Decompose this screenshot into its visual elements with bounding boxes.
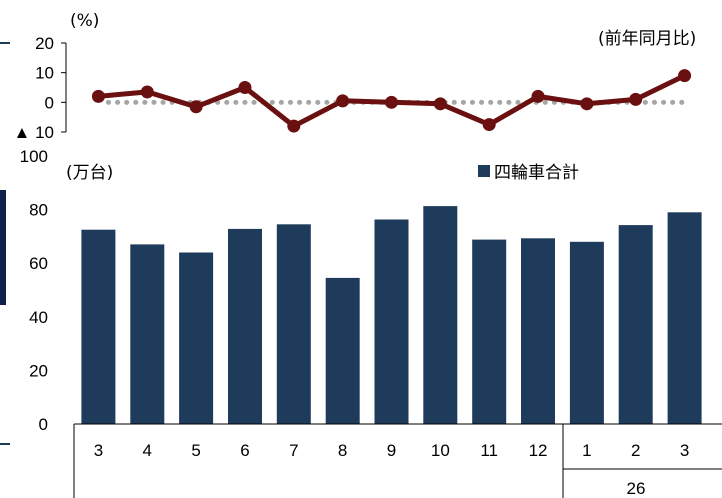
legend-swatch — [478, 165, 490, 177]
x-tick-label: 10 — [431, 441, 450, 460]
x-tick-label: 1 — [582, 441, 591, 460]
yoy-point — [336, 94, 350, 108]
bar-y-tick-label: 40 — [29, 308, 48, 327]
bar-unit-label: (万台) — [66, 163, 113, 183]
yoy-points — [91, 69, 692, 133]
bar — [276, 224, 311, 424]
bar-y-ticks: 100 80 60 40 20 0 — [20, 147, 48, 434]
bar — [521, 238, 555, 424]
bar — [228, 228, 262, 424]
bar-y-tick-label: 0 — [39, 415, 48, 434]
line-y-ticks: 20 10 0 ▲ 10 — [14, 34, 66, 142]
line-unit-label: (%) — [70, 11, 99, 31]
line-y-tick-label: 0 — [45, 93, 54, 112]
x-tick-label: 7 — [289, 441, 298, 460]
yoy-point — [678, 69, 692, 83]
line-note-label: (前年同月比) — [598, 29, 696, 49]
legend-label: 四輪車合計 — [494, 163, 579, 183]
x-tick-label: 3 — [94, 441, 103, 460]
x-tick-label: 4 — [143, 441, 152, 460]
x-tick-labels: 3 4 5 6 7 8 9 10 11 12 1 2 3 — [94, 441, 690, 460]
bar — [569, 241, 604, 424]
x-tick-label: 3 — [680, 441, 689, 460]
yoy-point — [482, 118, 496, 132]
yoy-point — [189, 100, 203, 114]
yoy-point — [91, 89, 105, 103]
yoy-point — [580, 97, 594, 111]
line-y-tick-label: 20 — [35, 34, 54, 53]
x-tick-label: 2 — [631, 441, 640, 460]
bar — [325, 277, 360, 424]
bar-y-tick-label: 60 — [29, 254, 48, 273]
bar — [81, 229, 116, 424]
yoy-point — [433, 97, 447, 111]
edge-accent-bar — [0, 190, 6, 305]
yoy-line-chart: (%) (前年同月比) 20 10 0 ▲ 10 — [14, 11, 697, 142]
bar — [423, 206, 458, 424]
yoy-point — [140, 85, 154, 99]
yoy-point — [629, 92, 643, 106]
yoy-point — [531, 89, 545, 103]
bar-y-tick-label: 100 — [20, 147, 48, 166]
bar — [472, 239, 507, 424]
bar — [374, 219, 409, 424]
x-tick-label: 9 — [387, 441, 396, 460]
bar-y-tick-label: 80 — [29, 201, 48, 220]
x-tick-label: 11 — [480, 441, 498, 460]
bar — [618, 225, 653, 424]
yoy-point — [238, 81, 252, 94]
x-tick-label: 5 — [191, 441, 200, 460]
line-y-tick-label: 10 — [35, 64, 54, 83]
bars — [81, 206, 702, 424]
bar — [667, 212, 702, 424]
bar — [179, 252, 214, 424]
yoy-point — [287, 119, 301, 133]
bar — [130, 244, 165, 424]
year-label-26: 26 — [627, 479, 646, 498]
line-y-tick-label: ▲ 10 — [14, 123, 54, 142]
bar-y-tick-label: 20 — [29, 361, 48, 380]
x-tick-label: 6 — [240, 441, 249, 460]
yoy-point — [385, 95, 398, 109]
x-tick-label: 12 — [529, 441, 548, 460]
x-tick-label: 8 — [338, 441, 347, 460]
